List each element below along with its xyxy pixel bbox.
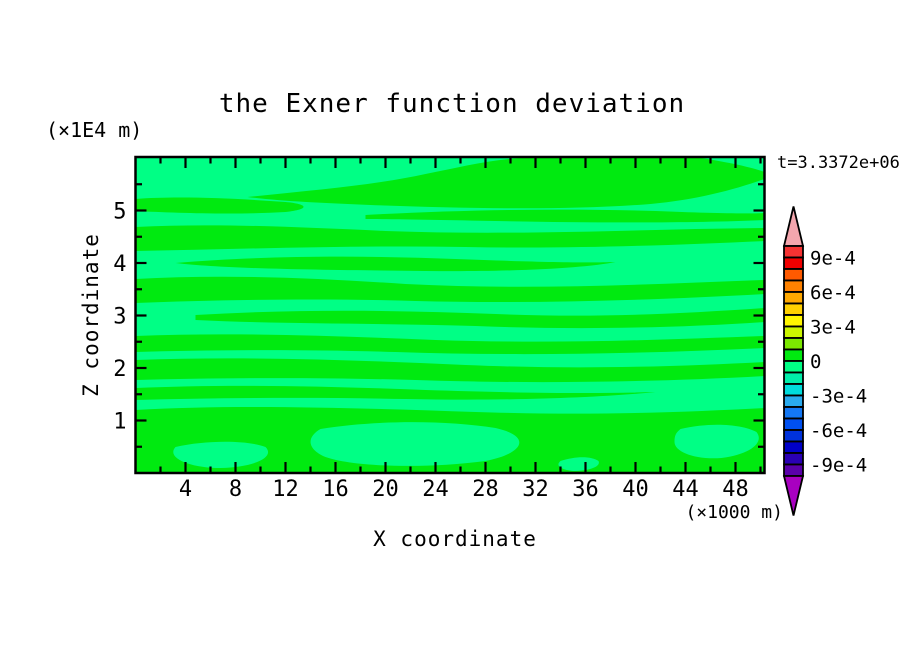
colorbar-segment-13 — [783, 394, 804, 408]
plot-frame — [134, 155, 766, 475]
colorbar-segment-18 — [783, 452, 804, 466]
contour-band-4 — [175, 256, 616, 272]
x-tick-label: 40 — [622, 477, 649, 502]
colorbar-segment-14 — [783, 406, 804, 420]
x-tick-label: 36 — [572, 477, 599, 502]
colorbar-segment-17 — [783, 440, 804, 454]
colorbar-segment-4 — [783, 291, 804, 305]
colorbar-segment-15 — [783, 417, 804, 431]
colorbar-segment-8 — [783, 337, 804, 351]
contour-band-3 — [135, 225, 765, 251]
colorbar-segment-12 — [783, 383, 804, 397]
colorbar-tick-label: -3e-4 — [810, 386, 867, 408]
colorbar-tick-label: 3e-4 — [810, 317, 856, 339]
contour-band-5 — [135, 276, 765, 303]
colorbar-over-arrow — [782, 206, 805, 247]
colorbar-segment-19 — [783, 463, 804, 477]
colorbar-segment-10 — [783, 360, 804, 374]
contour-band-1 — [135, 197, 304, 214]
x-tick-label: 16 — [322, 477, 349, 502]
z-axis-label: Z coordinate — [79, 233, 103, 397]
colorbar-tick-label: -9e-4 — [810, 455, 867, 477]
y-tick-label: 2 — [113, 357, 126, 382]
y-tick-label: 1 — [113, 410, 126, 435]
colorbar-segment-3 — [783, 279, 804, 293]
y-axis-unit-label: (×1E4 m) — [46, 118, 142, 142]
colorbar-segment-1 — [783, 256, 804, 270]
colorbar: 9e-4 6e-4 3e-4 0 -3e-4 -6e-4 -9e-4 — [782, 206, 867, 516]
colorbar-segment-16 — [783, 429, 804, 443]
colorbar-tick-label: 6e-4 — [810, 282, 856, 304]
colorbar-segment-6 — [783, 314, 804, 328]
plot-title: the Exner function deviation — [219, 89, 685, 119]
colorbar-segment-7 — [783, 325, 804, 339]
x-tick-label: 28 — [472, 477, 499, 502]
colorbar-segment-11 — [783, 371, 804, 385]
colorbar-segment-2 — [783, 268, 804, 282]
y-tick-label: 3 — [113, 305, 126, 330]
colorbar-segment-0 — [783, 245, 804, 259]
contour-band-2 — [365, 209, 765, 223]
contour-band-8 — [135, 358, 765, 383]
x-tick-label: 24 — [422, 477, 449, 502]
x-axis-label: X coordinate — [373, 527, 537, 551]
colorbar-under-arrow — [782, 475, 805, 516]
x-tick-label: 20 — [372, 477, 399, 502]
contour-band-0 — [247, 157, 765, 209]
contour-band-9 — [135, 385, 656, 400]
plot-area — [135, 157, 765, 473]
colorbar-segment-5 — [783, 302, 804, 316]
contour-band-6 — [195, 308, 765, 329]
x-axis-unit-label: (×1000 m) — [685, 502, 783, 523]
colorbar-segment-9 — [783, 348, 804, 362]
x-tick-label: 44 — [672, 477, 699, 502]
x-tick-label: 8 — [229, 477, 242, 502]
colorbar-tick-label: 9e-4 — [810, 248, 856, 270]
contour-band-7 — [135, 334, 765, 355]
x-tick-label: 48 — [722, 477, 749, 502]
contour-band-10 — [135, 406, 765, 473]
colorbar-tick-label: 0 — [810, 351, 821, 373]
y-tick-label: 4 — [113, 252, 126, 277]
x-tick-label: 4 — [179, 477, 192, 502]
y-tick-label: 5 — [113, 200, 126, 225]
x-tick-label: 32 — [522, 477, 549, 502]
colorbar-tick-label: -6e-4 — [810, 420, 867, 442]
x-tick-label: 12 — [272, 477, 299, 502]
time-annotation: t=3.3372e+06 — [777, 153, 900, 173]
